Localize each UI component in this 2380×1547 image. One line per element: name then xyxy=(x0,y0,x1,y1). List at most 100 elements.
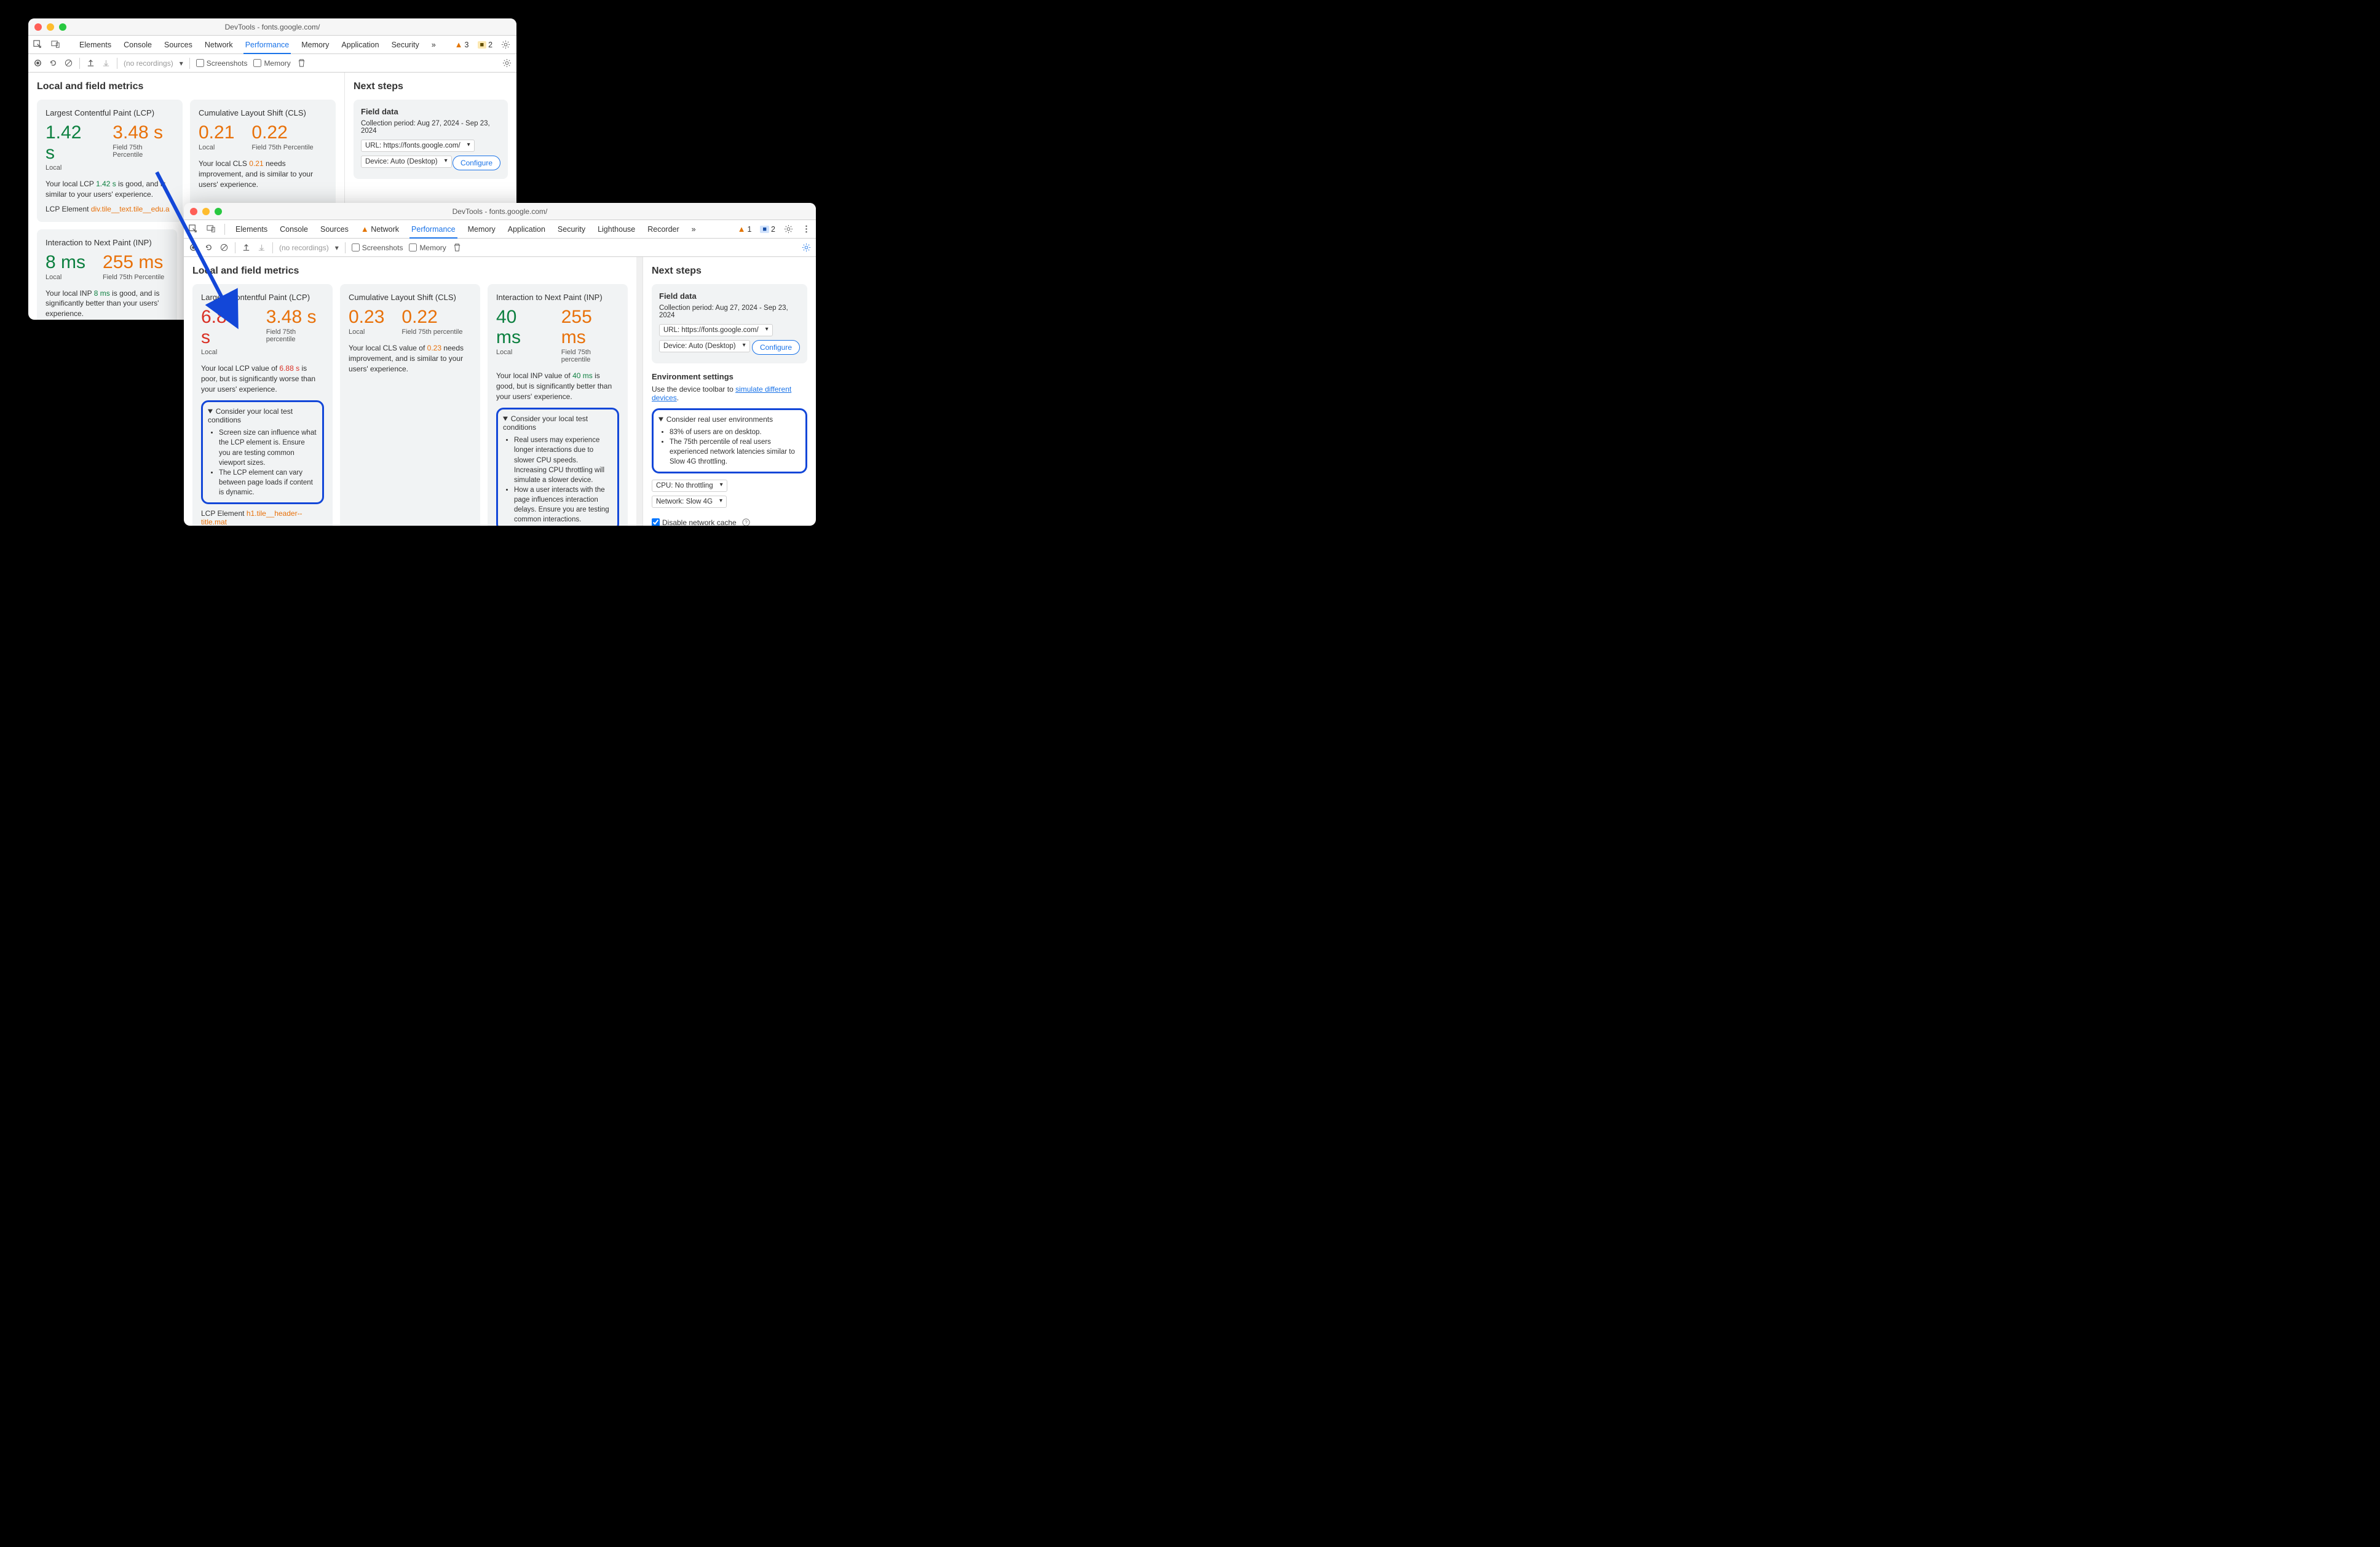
tab-elements[interactable]: Elements xyxy=(234,225,269,234)
cls-field-value: 0.22 xyxy=(401,307,462,327)
cpu-select[interactable]: CPU: No throttling xyxy=(652,480,727,492)
upload-icon[interactable] xyxy=(86,58,95,68)
tab-network[interactable]: Network xyxy=(203,41,235,49)
gear-icon[interactable] xyxy=(501,40,510,49)
lcp-element[interactable]: LCP Element h1.tile__header--title.mat xyxy=(201,509,324,526)
cls-local-value: 0.21 xyxy=(199,122,234,143)
chevron-down-icon[interactable]: ▾ xyxy=(335,243,339,252)
help-icon[interactable]: ? xyxy=(741,518,751,526)
upload-icon[interactable] xyxy=(242,243,251,252)
warnings-badge[interactable]: ▲3 xyxy=(455,40,469,49)
screenshots-checkbox[interactable]: Screenshots xyxy=(352,243,403,252)
tab-elements[interactable]: Elements xyxy=(77,41,113,49)
info-badge[interactable]: ■2 xyxy=(760,225,775,234)
clear-icon[interactable] xyxy=(219,243,229,252)
clear-icon[interactable] xyxy=(64,58,73,68)
titlebar: DevTools - fonts.google.com/ xyxy=(28,18,516,36)
gear-icon[interactable] xyxy=(802,243,811,252)
url-select[interactable]: URL: https://fonts.google.com/ xyxy=(361,140,475,152)
inp-card: Interaction to Next Paint (INP) 40 msLoc… xyxy=(488,284,628,526)
lcp-consider-summary[interactable]: Consider your local test conditions xyxy=(208,407,317,424)
tab-security[interactable]: Security xyxy=(556,225,587,234)
issues-badge[interactable]: ■2 xyxy=(478,41,493,49)
configure-button[interactable]: Configure xyxy=(453,156,500,170)
tab-application[interactable]: Application xyxy=(506,225,547,234)
warning-icon: ▲ xyxy=(361,224,369,234)
tab-memory[interactable]: Memory xyxy=(466,225,497,234)
reload-icon[interactable] xyxy=(49,58,58,68)
record-icon[interactable] xyxy=(33,58,42,68)
tab-console[interactable]: Console xyxy=(278,225,310,234)
tab-performance[interactable]: Performance xyxy=(243,41,291,54)
scrollbar[interactable] xyxy=(636,257,642,526)
cls-local-value: 0.23 xyxy=(349,307,384,327)
network-select[interactable]: Network: Slow 4G xyxy=(652,496,727,508)
cls-title: Cumulative Layout Shift (CLS) xyxy=(199,108,327,117)
metrics-heading: Local and field metrics xyxy=(192,266,628,277)
inp-consider-callout: Consider your local test conditions Real… xyxy=(496,408,619,526)
inp-local-value: 8 ms xyxy=(45,252,85,272)
device-toolbar-icon[interactable] xyxy=(51,40,60,49)
tab-sources[interactable]: Sources xyxy=(162,41,194,49)
perf-toolbar: (no recordings) ▾ Screenshots Memory xyxy=(28,54,516,73)
tabs-overflow-icon[interactable]: » xyxy=(690,225,698,234)
tab-performance[interactable]: Performance xyxy=(409,225,457,239)
lcp-consider-callout: Consider your local test conditions Scre… xyxy=(201,400,324,504)
tab-security[interactable]: Security xyxy=(390,41,421,49)
field-data-title: Field data xyxy=(361,107,500,116)
tab-console[interactable]: Console xyxy=(122,41,154,49)
inspect-icon[interactable] xyxy=(33,40,42,49)
inp-card: Interaction to Next Paint (INP) 8 msLoca… xyxy=(37,229,177,320)
lcp-local-value: 6.88 s xyxy=(201,307,249,347)
lcp-element[interactable]: LCP Element div.tile__text.tile__edu.a xyxy=(45,205,174,213)
tab-recorder[interactable]: Recorder xyxy=(646,225,681,234)
screenshots-checkbox[interactable]: Screenshots xyxy=(196,59,248,68)
record-icon[interactable] xyxy=(189,243,198,252)
metrics-heading: Local and field metrics xyxy=(37,81,336,92)
cls-field-value: 0.22 xyxy=(251,122,313,143)
url-select[interactable]: URL: https://fonts.google.com/ xyxy=(659,324,773,336)
download-icon[interactable] xyxy=(257,243,266,252)
env-consider-summary[interactable]: Consider real user environments xyxy=(658,415,801,424)
device-select[interactable]: Device: Auto (Desktop) xyxy=(361,156,452,168)
device-toolbar-icon[interactable] xyxy=(207,224,216,234)
disable-cache-checkbox[interactable]: Disable network cache ? xyxy=(652,518,807,526)
tab-lighthouse[interactable]: Lighthouse xyxy=(596,225,637,234)
reload-icon[interactable] xyxy=(204,243,213,252)
inp-field-value: 255 ms xyxy=(103,252,164,272)
memory-checkbox[interactable]: Memory xyxy=(409,243,446,252)
gear-icon[interactable] xyxy=(784,224,793,234)
chevron-down-icon[interactable]: ▾ xyxy=(180,59,183,68)
device-select[interactable]: Device: Auto (Desktop) xyxy=(659,340,750,352)
env-bullet-1: 83% of users are on desktop. xyxy=(670,427,801,437)
lcp-title: Largest Contentful Paint (LCP) xyxy=(45,108,174,117)
titlebar: DevTools - fonts.google.com/ xyxy=(184,203,816,220)
gear-icon[interactable] xyxy=(502,58,512,68)
tab-sources[interactable]: Sources xyxy=(318,225,350,234)
devtools-tabs: Elements Console Sources Network Perform… xyxy=(28,36,516,54)
warnings-badge[interactable]: ▲1 xyxy=(738,224,752,234)
tabs-overflow-icon[interactable]: » xyxy=(430,41,438,49)
inspect-icon[interactable] xyxy=(189,224,198,234)
cls-description: Your local CLS 0.21 needs improvement, a… xyxy=(199,159,327,189)
collection-period: Collection period: Aug 27, 2024 - Sep 23… xyxy=(361,120,500,135)
tab-application[interactable]: Application xyxy=(339,41,381,49)
devtools-tabs: Elements Console Sources ▲ Network Perfo… xyxy=(184,220,816,239)
tab-memory[interactable]: Memory xyxy=(299,41,331,49)
download-icon[interactable] xyxy=(101,58,111,68)
perf-content: Local and field metrics Largest Contentf… xyxy=(184,257,816,526)
lcp-card: Largest Contentful Paint (LCP) 6.88 sLoc… xyxy=(192,284,333,526)
tab-network[interactable]: ▲ Network xyxy=(359,224,401,234)
trash-icon[interactable] xyxy=(297,58,306,68)
configure-button[interactable]: Configure xyxy=(752,340,800,355)
inp-consider-summary[interactable]: Consider your local test conditions xyxy=(503,414,612,432)
env-consider-callout: Consider real user environments 83% of u… xyxy=(652,408,807,473)
recordings-dropdown[interactable]: (no recordings) xyxy=(279,243,329,252)
trash-icon[interactable] xyxy=(453,243,462,252)
lcp-field-value: 3.48 s xyxy=(113,122,174,143)
next-steps-heading: Next steps xyxy=(652,266,807,277)
more-icon[interactable] xyxy=(802,224,811,234)
lcp-card: Largest Contentful Paint (LCP) 1.42 sLoc… xyxy=(37,100,183,222)
memory-checkbox[interactable]: Memory xyxy=(253,59,290,68)
recordings-dropdown[interactable]: (no recordings) xyxy=(124,59,173,68)
